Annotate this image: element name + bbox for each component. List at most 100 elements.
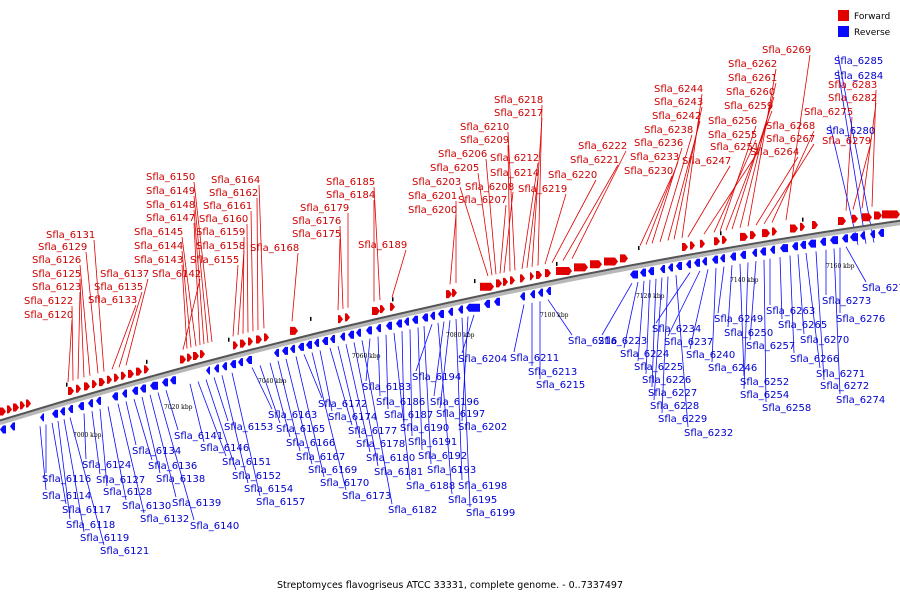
- leader-line: [805, 252, 821, 369]
- tick-mark: [146, 359, 148, 364]
- gene-label: Sfla_6278: [862, 283, 900, 294]
- tick-mark: [802, 217, 804, 222]
- gene-label: Sfla_6170: [320, 478, 369, 489]
- gene-label: Sfla_6133: [88, 295, 137, 306]
- forward-gene-arrow: [530, 272, 534, 281]
- gene-label: Sfla_6200: [408, 205, 457, 216]
- reverse-gene-arrow: [494, 297, 500, 306]
- leader-line: [544, 193, 567, 265]
- forward-gene-arrow: [446, 290, 452, 299]
- gene-label: Sfla_6236: [634, 138, 683, 149]
- gene-label: Sfla_6273: [822, 296, 871, 307]
- gene-label: Sfla_6238: [644, 125, 693, 136]
- reverse-gene-arrow: [720, 254, 725, 263]
- leader-line: [205, 379, 237, 471]
- forward-gene-arrow: [510, 276, 515, 285]
- reverse-gene-arrow: [0, 425, 6, 434]
- gene-label: Sfla_6216: [568, 336, 617, 347]
- leader-line: [353, 342, 379, 467]
- forward-gene-arrow: [390, 302, 395, 311]
- leader-line: [507, 144, 511, 272]
- reverse-gene-arrow: [546, 286, 551, 295]
- gene-label: Sfla_6259: [724, 101, 773, 112]
- gene-label: Sfla_6285: [834, 56, 883, 67]
- forward-gene-arrow: [496, 279, 502, 288]
- reverse-gene-arrow: [448, 307, 453, 316]
- gene-label: Sfla_6264: [750, 147, 799, 158]
- gene-label: Sfla_6117: [62, 505, 111, 516]
- leader-line: [717, 266, 725, 314]
- forward-gene-arrow: [76, 384, 81, 393]
- leader-line: [755, 156, 799, 226]
- leader-line: [711, 267, 717, 363]
- leader-line: [118, 291, 143, 368]
- gene-label: Sfla_6282: [828, 93, 877, 104]
- leader-line: [833, 248, 841, 395]
- gene-label: Sfla_6145: [134, 227, 183, 238]
- forward-gene-arrow: [144, 365, 149, 374]
- leader-line: [639, 175, 673, 246]
- gene-label: Sfla_6128: [103, 487, 152, 498]
- gene-label: Sfla_6256: [708, 116, 757, 127]
- leader-line: [99, 408, 108, 487]
- forward-gene-arrow: [338, 315, 343, 324]
- leader-line: [739, 82, 777, 228]
- gene-label: Sfla_6126: [32, 255, 81, 266]
- gene-label: Sfla_6161: [203, 201, 252, 212]
- leader-line: [461, 314, 475, 354]
- reverse-gene-arrow: [694, 258, 700, 267]
- leader-line: [797, 254, 805, 335]
- leader-line: [258, 184, 265, 329]
- gene-label: Sfla_6247: [682, 156, 731, 167]
- leader-line: [237, 250, 245, 336]
- backbone-shadow: [0, 220, 900, 426]
- gene-label: Sfla_6257: [746, 341, 795, 352]
- reverse-gene-arrow: [396, 319, 402, 328]
- leader-line: [531, 117, 543, 267]
- leader-line: [256, 197, 259, 330]
- reverse-gene-arrow: [96, 396, 101, 405]
- reverse-gene-arrow: [430, 311, 435, 320]
- gene-label: Sfla_6129: [38, 242, 87, 253]
- forward-gene-arrow: [187, 353, 192, 362]
- leader-line: [242, 236, 245, 334]
- gene-label: Sfla_6153: [224, 422, 273, 433]
- gene-label: Sfla_6150: [146, 172, 195, 183]
- forward-gene-arrow: [345, 313, 350, 322]
- gene-label: Sfla_6191: [408, 437, 457, 448]
- leader-line: [250, 210, 254, 332]
- reverse-gene-arrow: [404, 317, 409, 326]
- leader-line: [193, 181, 213, 342]
- gene-features: [0, 210, 900, 434]
- genome-backbone: [0, 219, 900, 426]
- leader-line: [193, 209, 205, 345]
- leader-line: [125, 278, 149, 366]
- reverse-gene-arrow: [10, 422, 15, 431]
- leader-line: [637, 280, 645, 362]
- gene-label: Sfla_6207: [458, 195, 507, 206]
- reverse-gene-arrow: [140, 384, 146, 393]
- forward-gene-arrow: [180, 355, 186, 364]
- gene-label: Sfla_6118: [66, 520, 115, 531]
- gene-label: Sfla_6229: [658, 414, 707, 425]
- reverse-gene-arrow: [356, 328, 361, 337]
- forward-gene-arrow: [480, 282, 494, 291]
- reverse-gene-arrow: [520, 292, 525, 301]
- leader-line: [277, 360, 301, 452]
- leader-line: [67, 319, 73, 383]
- gene-label: Sfla_6265: [778, 320, 827, 331]
- leader-line: [259, 365, 281, 424]
- leader-line: [111, 304, 137, 370]
- forward-gene-arrow: [762, 229, 770, 238]
- reverse-gene-arrow: [150, 381, 158, 390]
- reverse-gene-arrow: [438, 309, 444, 318]
- reverse-gene-arrow: [274, 348, 279, 357]
- leader-line: [329, 347, 353, 426]
- leader-line: [562, 164, 619, 261]
- gene-label: Sfla_6221: [570, 155, 619, 166]
- gene-label: Sfla_6144: [134, 241, 183, 252]
- reverse-gene-arrow: [740, 250, 746, 259]
- gene-label: Sfla_6218: [494, 95, 543, 106]
- tick-mark: [720, 231, 722, 236]
- gene-label: Sfla_6204: [458, 354, 507, 365]
